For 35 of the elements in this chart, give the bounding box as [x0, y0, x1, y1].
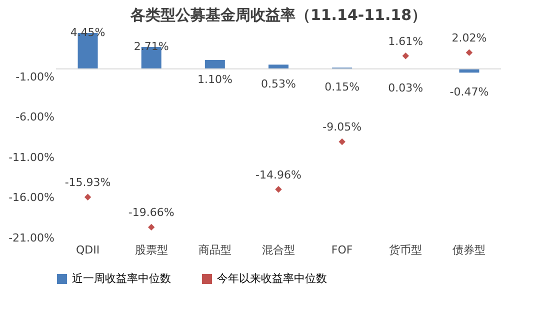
- data-label: -15.93%: [64, 176, 111, 190]
- y-tick-label: -1.00%: [16, 70, 54, 84]
- x-tick-label: 债券型: [452, 244, 486, 256]
- x-tick-label: 混合型: [262, 244, 295, 256]
- data-label: 0.53%: [261, 78, 296, 91]
- data-label: -19.66%: [128, 206, 174, 220]
- y-tick-label: -21.00%: [8, 232, 54, 244]
- x-tick-label: 商品型: [198, 244, 232, 256]
- point: [84, 194, 92, 201]
- point: [338, 138, 346, 146]
- data-label: 2.02%: [452, 32, 487, 45]
- y-tick-label: -16.00%: [8, 191, 54, 204]
- bar: [204, 60, 225, 69]
- data-label: 1.10%: [197, 72, 232, 86]
- x-tick-label: 货币型: [389, 244, 422, 256]
- legend-label: 近一周收益率中位数: [72, 272, 171, 285]
- data-label: -0.47%: [450, 86, 489, 99]
- data-label: -9.05%: [322, 120, 362, 134]
- chart-title: 各类型公募基金周收益率（11.14-11.18）: [129, 6, 427, 24]
- x-tick-label: FOF: [331, 244, 353, 256]
- y-tick-label: -6.00%: [16, 110, 54, 124]
- y-tick-label: -11.00%: [8, 150, 54, 164]
- data-label: 0.03%: [388, 82, 424, 95]
- point: [466, 49, 473, 56]
- point: [275, 186, 282, 193]
- point: [148, 224, 155, 231]
- data-label: 1.61%: [388, 34, 424, 48]
- point: [402, 52, 409, 60]
- x-tick-label: 股票型: [134, 244, 168, 256]
- data-label: 2.71%: [134, 40, 169, 54]
- data-label: -14.96%: [256, 168, 302, 182]
- x-tick-label: QDII: [76, 244, 100, 256]
- data-label: 4.45%: [70, 26, 106, 39]
- legend-label: 今年以来收益率中位数: [217, 272, 327, 285]
- data-label: 0.15%: [324, 80, 360, 94]
